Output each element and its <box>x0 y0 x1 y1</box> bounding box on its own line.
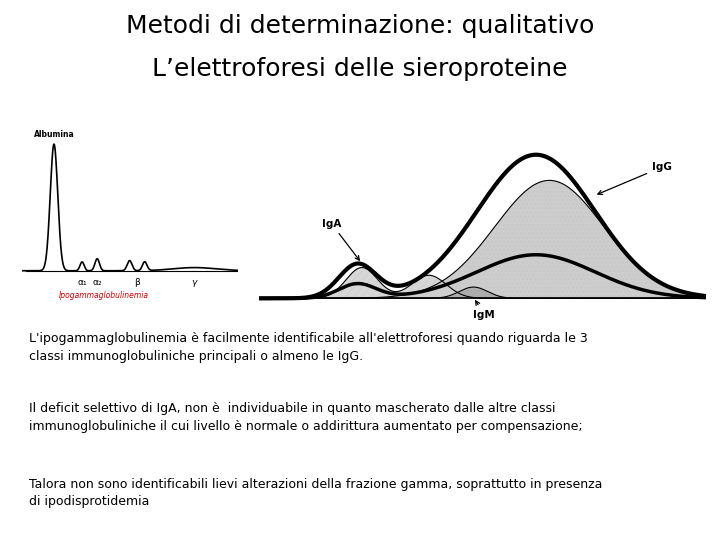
Text: Albumina: Albumina <box>34 130 74 139</box>
Text: Ipogammaglobulinemia: Ipogammaglobulinemia <box>58 291 148 300</box>
Text: Il deficit selettivo di IgA, non è  individuabile in quanto mascherato dalle alt: Il deficit selettivo di IgA, non è indiv… <box>29 402 582 433</box>
Text: α₁: α₁ <box>77 278 87 287</box>
Text: L'ipogammaglobulinemia è facilmente identificabile all'elettroforesi quando rigu: L'ipogammaglobulinemia è facilmente iden… <box>29 332 588 362</box>
Text: Talora non sono identificabili lievi alterazioni della frazione gamma, soprattut: Talora non sono identificabili lievi alt… <box>29 478 602 508</box>
Text: α₂: α₂ <box>92 278 102 287</box>
Text: IgG: IgG <box>598 162 672 194</box>
Text: Metodi di determinazione: qualitativo: Metodi di determinazione: qualitativo <box>126 14 594 37</box>
Text: IgM: IgM <box>474 301 495 320</box>
Text: γ: γ <box>192 278 197 287</box>
Text: β: β <box>135 278 140 287</box>
Text: L’elettroforesi delle sieroproteine: L’elettroforesi delle sieroproteine <box>152 57 568 80</box>
Text: IgA: IgA <box>322 219 359 260</box>
